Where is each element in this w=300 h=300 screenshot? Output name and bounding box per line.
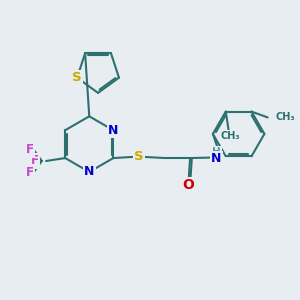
Text: N: N [84,166,94,178]
Text: N: N [211,152,222,165]
Text: S: S [72,71,82,84]
Text: CH₃: CH₃ [276,112,296,122]
Text: F: F [26,166,34,178]
Text: N: N [108,124,118,137]
Text: O: O [183,178,195,192]
Text: H: H [212,147,221,157]
Text: CH₃: CH₃ [220,131,240,142]
Text: F: F [30,154,38,167]
Text: F: F [26,143,34,156]
Text: S: S [134,150,144,163]
